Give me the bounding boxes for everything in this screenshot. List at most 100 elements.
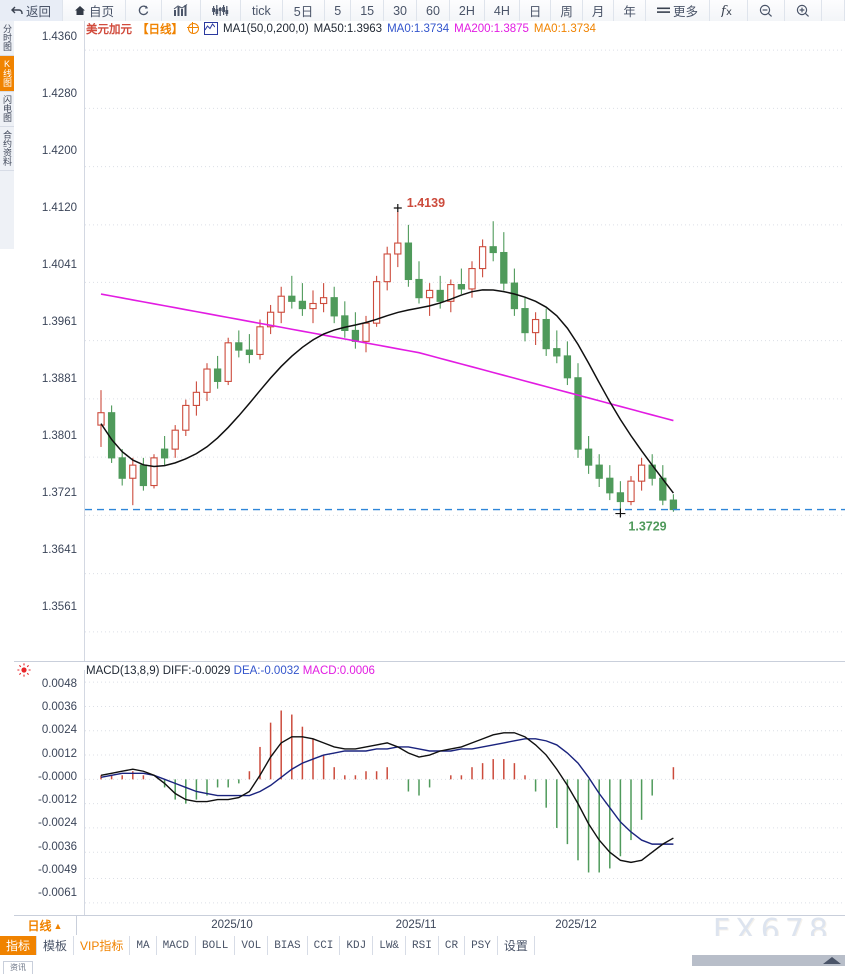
macd-value: MACD:0.0006 — [302, 665, 375, 677]
indicator-tab-kdj[interactable]: KDJ — [340, 936, 374, 955]
indicator-tab-tpl[interactable]: 模板 — [37, 936, 75, 955]
toolbar-m15-button[interactable]: 15 — [351, 0, 385, 21]
toolbar-zoom-out-button[interactable] — [748, 0, 785, 21]
indicator-tab-ma[interactable]: MA — [130, 936, 157, 955]
caret-up-icon[interactable] — [823, 957, 841, 964]
toolbar-m60-button[interactable]: 60 — [417, 0, 450, 21]
toolbar-more-label: 更多 — [672, 5, 698, 19]
rail-item-timeshare[interactable]: 分时图 — [0, 21, 14, 56]
price-chart-pane[interactable]: 1.4360 1.4280 1.4200 1.4120 1.4041 1.396… — [14, 21, 845, 661]
toolbar-bar-chart-button[interactable] — [162, 0, 202, 21]
svg-text:x: x — [726, 7, 732, 17]
toolbar-refresh-button[interactable] — [126, 0, 163, 21]
toolbar-5day-label: 5日 — [293, 5, 314, 19]
macd-y-tick: -0.0012 — [37, 794, 77, 806]
indicator-tab-vip[interactable]: VIP指标 — [74, 936, 131, 955]
zoom-out-icon — [759, 4, 773, 17]
scrollbar-track[interactable] — [692, 955, 845, 966]
x-tick: 2025/12 — [555, 919, 597, 931]
y-tick: 1.4280 — [41, 88, 77, 100]
toolbar-h2-button[interactable]: 2H — [450, 0, 485, 21]
status-tab-news[interactable]: 资讯 — [3, 961, 33, 974]
candlestick-icon — [212, 4, 229, 17]
period-chip-label: 日线 — [27, 919, 52, 933]
chart-legend: 美元加元 【日线】 MA1(50,0,200,0) MA50:1.3963 MA… — [86, 21, 596, 36]
indicator-tab-macd[interactable]: MACD — [157, 936, 196, 955]
toolbar-week-button[interactable]: 周 — [551, 0, 583, 21]
toolbar-m5-button[interactable]: 5 — [325, 0, 352, 21]
toolbar-month-label: 月 — [591, 5, 605, 19]
toolbar-home-button[interactable]: 自页 — [63, 0, 127, 21]
legend-ma200: MA200:1.3875 — [454, 22, 529, 35]
crosshair-target-icon[interactable] — [187, 22, 199, 34]
pane-divider — [14, 661, 845, 662]
indicator-tab-ind[interactable]: 指标 — [0, 936, 38, 955]
toolbar-month-button[interactable]: 月 — [583, 0, 615, 21]
toolbar-candlestick-button[interactable] — [201, 0, 242, 21]
zoom-in-icon — [796, 4, 810, 17]
price-y-axis: 1.4360 1.4280 1.4200 1.4120 1.4041 1.396… — [14, 21, 82, 661]
settings-sun-icon[interactable] — [14, 662, 34, 678]
x-tick: 2025/10 — [211, 919, 253, 931]
indicator-tab-cci[interactable]: CCI — [308, 936, 341, 955]
period-chip[interactable]: 日线 ▲ — [14, 916, 77, 935]
status-bar: 资讯 — [0, 961, 845, 974]
y-tick: 1.4041 — [41, 259, 77, 271]
legend-symbol: 美元加元 — [86, 23, 132, 36]
macd-y-axis: 0.0048 0.0036 0.0024 0.0012 -0.0000 -0.0… — [14, 672, 82, 902]
toolbar-more-button[interactable]: 更多 — [646, 0, 710, 21]
toolbar-m30-button[interactable]: 30 — [384, 0, 417, 21]
indicator-tab-rsi[interactable]: RSI — [406, 936, 439, 955]
caret-up-icon: ▲ — [53, 920, 63, 931]
bar-chart-icon — [173, 4, 189, 17]
indicator-bar-filler — [535, 936, 845, 955]
indicator-tab-bias[interactable]: BIAS — [268, 936, 308, 955]
back-arrow-icon — [11, 5, 23, 16]
y-tick: 1.3801 — [41, 430, 77, 442]
macd-pane[interactable]: MACD(13,8,9) DIFF:-0.0029 DEA:-0.0032 MA… — [14, 662, 845, 915]
legend-ma50: MA50:1.3963 — [313, 22, 383, 35]
macd-diff: DIFF:-0.0029 — [162, 665, 231, 677]
legend-indicator: MA1(50,0,200,0) — [223, 22, 309, 35]
indicator-tab-psy[interactable]: PSY — [465, 936, 498, 955]
scrollbar-thumb[interactable] — [0, 955, 693, 966]
macd-y-tick: -0.0061 — [37, 887, 77, 899]
rail-item-kline[interactable]: K线图 — [0, 56, 14, 92]
legend-ma0: MA0:1.3734 — [387, 22, 450, 35]
toolbar-5day-button[interactable]: 5日 — [283, 0, 326, 21]
rail-item-lightning[interactable]: 闪电图 — [0, 92, 14, 127]
macd-y-tick: 0.0048 — [41, 678, 77, 690]
rail-item-contract[interactable]: 合约资料 — [0, 127, 14, 171]
toolbar-back-button[interactable]: 返回 — [0, 0, 64, 21]
indicator-tab-vol[interactable]: VOL — [235, 936, 269, 955]
toolbar-spacer — [822, 0, 845, 21]
macd-dea: DEA:-0.0032 — [233, 665, 300, 677]
toolbar-zoom-in-button[interactable] — [785, 0, 822, 21]
toolbar-year-label: 年 — [623, 5, 636, 19]
macd-title: MACD(13,8,9) — [86, 665, 160, 677]
x-axis: 日线 ▲ 2025/10 2025/11 2025/12 — [14, 915, 845, 937]
y-tick: 1.3961 — [41, 316, 77, 328]
toolbar-m60-label: 60 — [426, 3, 440, 18]
toolbar-day-button[interactable]: 日 — [520, 0, 552, 21]
svg-text:1.3729: 1.3729 — [628, 520, 666, 534]
hamburger-icon — [656, 6, 670, 15]
macd-plot-area[interactable] — [84, 670, 845, 915]
indicator-tab-bar: 指标 模板 VIP指标 MA MACD BOLL VOL BIAS CCI KD… — [0, 936, 845, 956]
toolbar-tick-button[interactable]: tick — [241, 0, 283, 21]
macd-y-tick: 0.0024 — [41, 724, 77, 736]
indicator-tab-boll[interactable]: BOLL — [196, 936, 236, 955]
indicator-tab-settings[interactable]: 设置 — [498, 936, 535, 955]
indicator-thumbnail-icon[interactable] — [204, 22, 218, 35]
price-plot-area[interactable]: 1.4139 1.3729 — [84, 21, 845, 661]
indicator-tab-lwr[interactable]: LW& — [373, 936, 407, 955]
toolbar-m5-label: 5 — [334, 3, 342, 18]
left-view-rail: 分时图 K线图 闪电图 合约资料 — [0, 21, 15, 249]
toolbar-year-button[interactable]: 年 — [614, 0, 646, 21]
indicator-tab-cr[interactable]: CR — [439, 936, 466, 955]
toolbar-h4-button[interactable]: 4H — [485, 0, 520, 21]
toolbar-home-label: 自页 — [89, 5, 115, 19]
